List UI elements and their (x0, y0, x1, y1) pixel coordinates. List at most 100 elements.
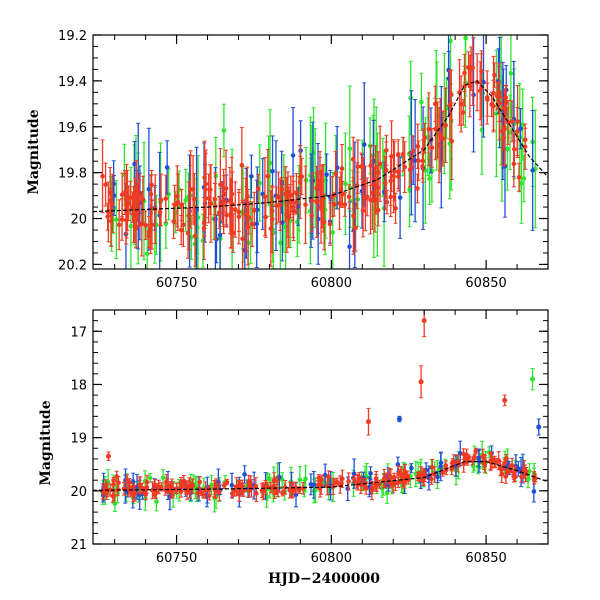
top-point-red (236, 192, 242, 232)
top-point-red (375, 194, 381, 227)
top-point-red (126, 185, 132, 222)
bottom-point-red (280, 489, 285, 497)
top-point-red (458, 75, 464, 133)
bottom-xtick-label: 60850 (465, 551, 506, 566)
bottom-panel-frame (92, 309, 549, 545)
top-point-red (515, 85, 520, 158)
bottom-xtick-label: 60800 (311, 551, 352, 566)
bottom-ytick-label: 17 (70, 325, 87, 340)
bottom-point-blue (476, 449, 482, 473)
top-point-red (396, 152, 401, 192)
bottom-panel: 60750 60800 60850 17 18 19 20 21 Magnitude HJD−… (38, 309, 549, 587)
top-point-red (355, 139, 361, 194)
top-point-red (232, 181, 238, 238)
bottom-point-red (152, 490, 158, 499)
top-point-red (297, 145, 303, 220)
top-point-red (108, 187, 113, 214)
top-point-blue (324, 153, 329, 196)
top-point-red (516, 162, 522, 192)
top-ytick-label: 19.2 (58, 29, 87, 44)
bottom-ytick-label: 18 (70, 378, 87, 393)
top-point-red (116, 199, 122, 251)
top-xtick-label: 60750 (156, 276, 197, 291)
top-point-red (368, 165, 373, 235)
top-point-red (440, 110, 446, 167)
bottom-outlier-red (365, 407, 371, 436)
top-point-red (346, 184, 352, 210)
bottom-point-red (346, 472, 351, 491)
top-point-green (221, 103, 227, 158)
bottom-point-blue (242, 465, 247, 484)
bottom-point-red (261, 482, 266, 501)
bottom-point-red (319, 474, 325, 486)
bottom-point-blue (351, 458, 357, 489)
top-point-red (143, 210, 148, 241)
bottom-point-red (472, 453, 477, 461)
top-point-red (415, 123, 421, 169)
bottom-outlier-blue (396, 415, 402, 423)
top-point-red (339, 143, 345, 194)
top-point-blue (412, 98, 418, 223)
top-point-blue (518, 108, 523, 150)
top-point-red (163, 174, 169, 223)
top-point-red (415, 173, 420, 204)
top-point-blue (481, 35, 486, 138)
bottom-point-red (224, 478, 230, 486)
top-point-red (522, 123, 528, 170)
top-point-red (388, 176, 394, 218)
top-ytick-label: 20.2 (58, 258, 87, 273)
top-point-blue (164, 140, 170, 195)
bottom-ylabel: Magnitude (38, 400, 54, 485)
top-point-red (382, 155, 388, 211)
top-point-red (100, 139, 105, 214)
top-point-red (223, 149, 229, 228)
bottom-point-red (247, 483, 252, 498)
top-point-red (131, 186, 136, 243)
top-point-red (315, 171, 321, 202)
bottom-point-red (116, 475, 121, 490)
top-point-green (494, 49, 499, 178)
bottom-point-red (340, 469, 345, 488)
top-point-red (317, 157, 323, 209)
bottom-point-red (498, 461, 503, 477)
top-point-red (290, 175, 296, 239)
top-ytick-label: 19.4 (58, 75, 87, 90)
top-point-red (206, 173, 211, 224)
bottom-point-red (200, 490, 206, 499)
bottom-outlier-green (530, 368, 536, 391)
top-point-red (239, 127, 245, 204)
top-point-green (507, 94, 513, 171)
bottom-point-red (221, 482, 227, 490)
top-point-red (433, 97, 438, 161)
top-panel-frame (92, 34, 549, 270)
top-point-red (243, 177, 249, 252)
bottom-point-blue (308, 473, 314, 496)
top-point-red (496, 66, 502, 141)
top-point-red (262, 157, 268, 237)
top-point-red (350, 136, 356, 182)
top-point-red (157, 198, 163, 226)
top-point-red (303, 165, 308, 244)
top-point-red (274, 186, 279, 225)
top-point-red (410, 135, 416, 167)
top-point-red (149, 199, 155, 250)
top-point-red (283, 166, 288, 222)
top-point-red (179, 188, 184, 222)
top-point-blue (471, 37, 476, 153)
bottom-xlabel: HJD−2400000 (268, 571, 380, 587)
top-point-green (343, 132, 348, 236)
top-point-red (327, 202, 333, 246)
top-panel: 60750 60800 60850 19.2 19.4 19.6 19.8 20 20.2 Ma… (26, 29, 549, 291)
top-point-red (509, 100, 515, 143)
bottom-point-red (334, 477, 340, 487)
bottom-outlier-red (502, 394, 508, 407)
bottom-point-red (217, 482, 222, 502)
top-point-red (105, 202, 110, 231)
top-point-red (249, 201, 255, 247)
bottom-data-points (100, 310, 542, 513)
bottom-point-blue (409, 463, 414, 474)
top-point-red (136, 179, 142, 213)
top-point-red (175, 173, 181, 232)
bottom-point-red (197, 475, 202, 489)
